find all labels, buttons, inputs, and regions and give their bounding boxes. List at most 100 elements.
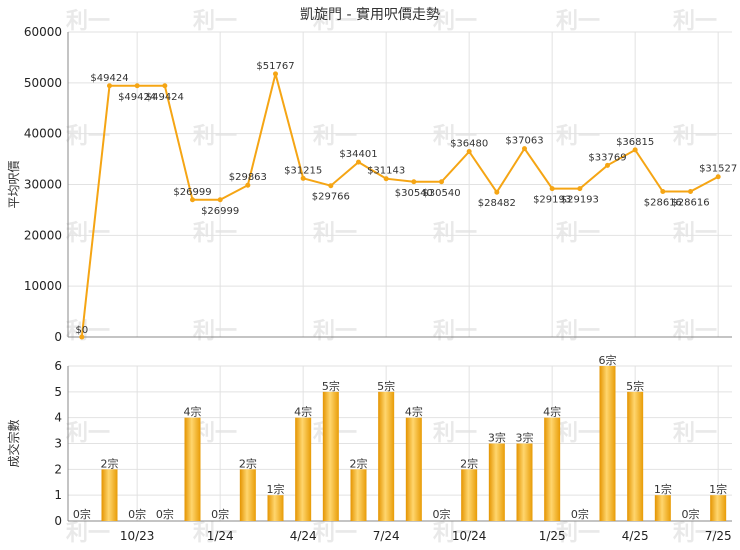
point-data-label: $29193 [561,195,599,206]
bar [378,391,395,521]
watermark-text: 利一 [673,521,717,546]
point-data-label: $28616 [644,198,682,209]
bar-data-label: 2宗 [460,456,478,470]
bar-data-label: 0宗 [682,507,700,521]
point-data-label: $30540 [422,188,460,199]
data-point [162,83,168,89]
watermark-text: 利一 [673,421,717,446]
watermark-text: 利一 [556,319,600,344]
data-point [466,149,472,155]
watermark-text: 利一 [66,421,110,446]
watermark-text: 利一 [193,124,237,149]
y-axis-title: 成交宗數 [6,419,21,467]
data-point [79,334,85,340]
y-tick-label: 6 [54,359,62,373]
bar-data-label: 3宗 [488,431,506,445]
x-tick-label: 7/25 [705,529,732,543]
bar-data-label: 0宗 [571,507,589,521]
chart-texts: 0 10000 20000 30000 40000 50000 60000 0 1 2 3 4 5 6 10… [6,6,737,543]
bar [239,469,256,521]
watermark-text: 利一 [556,521,600,546]
watermark-text: 利一 [433,9,477,34]
bar [267,495,284,521]
bar [516,443,533,521]
data-point [494,189,500,195]
bar-data-label: 1宗 [709,482,727,496]
point-data-label: $51767 [256,61,294,72]
data-point [411,179,417,185]
y-tick-label: 3 [54,437,62,451]
point-data-label: $49424 [90,73,128,84]
bar-data-label: 4宗 [294,405,312,419]
y-tick-label: 60000 [24,25,62,39]
watermark-text: 利一 [193,521,237,546]
y-tick-label: 0 [54,330,62,344]
bar [654,495,671,521]
data-point [273,71,278,77]
bar-data-label: 2宗 [350,456,368,470]
point-data-label: $30540 [395,188,433,199]
data-point [660,189,666,195]
point-data-label: $28482 [478,198,516,209]
bar-data-label: 0宗 [156,507,174,521]
watermark-text: 利一 [433,221,477,246]
y-tick-label: 20000 [24,228,62,242]
watermark-text: 利一 [313,521,357,546]
series-line [80,73,719,338]
y-tick-label: 30000 [24,178,62,192]
point-data-label: $26999 [173,187,211,198]
bar [405,417,422,521]
watermark-text: 利一 [313,221,357,246]
point-data-label: $36815 [616,137,654,148]
data-point [632,147,638,153]
x-tick-label: 1/24 [207,529,234,543]
watermark-text: 利一 [313,124,357,149]
watermark-text: 利一 [433,124,477,149]
bar [710,495,727,521]
bar [544,417,561,521]
data-point [107,83,112,89]
watermark-text: 利一 [673,221,717,246]
bar-data-label: 0宗 [211,507,229,521]
bar-data-label: 3宗 [516,431,534,445]
y-tick-label: 50000 [24,76,62,90]
data-point [217,197,223,203]
x-tick-label: 1/25 [539,529,566,543]
watermark-text: 利一 [193,319,237,344]
bar-data-label: 4宗 [543,405,561,419]
watermark-text: 利一 [66,9,110,34]
y-tick-label: 0 [54,514,62,528]
bar [295,417,312,521]
bar-data-label: 0宗 [128,507,146,521]
x-tick-label: 10/23 [120,529,155,543]
point-data-label: $29863 [229,172,267,183]
watermark-text: 利一 [193,221,237,246]
bar [599,366,616,521]
watermark-text: 利一 [193,9,237,34]
data-point [715,174,721,180]
point-data-label: $31527 [699,164,737,175]
watermark-text: 利一 [433,319,477,344]
bar-data-label: 5宗 [377,379,395,393]
point-data-label: $34401 [339,149,377,160]
data-point [688,189,693,195]
bar [350,469,367,521]
y-tick-label: 40000 [24,127,62,141]
bar-data-label: 5宗 [626,379,644,393]
point-data-label: $36480 [450,139,488,150]
bar [488,443,505,521]
watermark-text: 利一 [673,124,717,149]
point-data-label: $29193 [533,195,571,206]
bar-data-label: 2宗 [239,456,257,470]
point-data-label: $37063 [505,136,543,147]
point-data-label: $0 [75,325,88,336]
bar-data-label: 1宗 [267,482,285,496]
watermark-text: 利一 [433,421,477,446]
watermark-text: 利一 [673,9,717,34]
watermark-text: 利一 [66,319,110,344]
bar-data-label: 5宗 [322,379,340,393]
chart-title: 凱旋門 - 實用呎價走勢 [300,6,440,23]
x-tick-label: 7/24 [373,529,400,543]
watermark-text: 利一 [556,421,600,446]
